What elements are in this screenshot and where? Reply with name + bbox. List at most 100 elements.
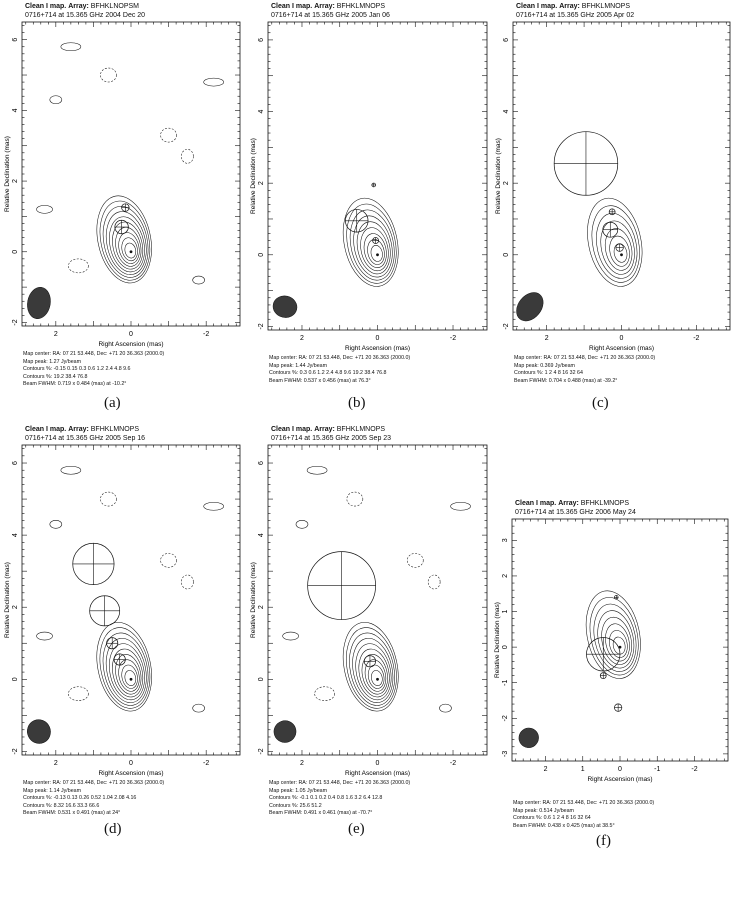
contour-level (105, 211, 147, 275)
x-tick-label: -2 (693, 335, 699, 342)
x-tick-label: -1 (654, 766, 660, 773)
y-axis-label: Relative Declination (mas) (495, 138, 502, 214)
x-tick-label: 2 (54, 760, 58, 767)
contour-level (363, 233, 387, 268)
plot-frame (267, 21, 488, 331)
info-line: Map center: RA: 07 21 53.448, Dec: +71 2… (23, 780, 165, 786)
y-tick-label: -2 (503, 323, 510, 329)
y-axis-label: Relative Declination (mas) (494, 602, 501, 678)
contour-level (360, 227, 389, 272)
contour-level (109, 216, 145, 273)
x-axis-label: Right Ascension (mas) (589, 345, 654, 352)
contour-level (613, 243, 628, 263)
map-title: Clean I map. Array: BFHKLMNOPS (271, 425, 385, 434)
title-prefix: Clean I map. (271, 3, 313, 10)
y-tick-label: 4 (503, 109, 510, 113)
beam-ellipse (518, 727, 539, 748)
contour-level (361, 654, 388, 695)
noise-contour (36, 631, 53, 641)
map-subtitle: 0716+714 at 15.365 GHz 2005 Apr 02 (516, 12, 635, 19)
y-tick-label: -2 (258, 323, 265, 329)
noise-contour (192, 703, 205, 713)
array-value: BFHKLMNOPS (580, 500, 629, 507)
x-axis-label: Right Ascension (mas) (98, 341, 163, 348)
negative-contour (427, 574, 441, 590)
model-component (363, 655, 376, 668)
noise-contour (450, 502, 471, 511)
map-info: Map center: RA: 07 21 53.448, Dec: +71 2… (513, 800, 654, 830)
y-tick-label: 6 (503, 38, 510, 42)
model-component (72, 542, 115, 585)
map-info: Map center: RA: 07 21 53.448, Dec: +71 2… (269, 780, 410, 818)
contour-level (102, 206, 149, 278)
contour-level (342, 621, 399, 712)
x-tick-label: 2 (544, 766, 548, 773)
contour-level (115, 654, 142, 695)
negative-contour (68, 686, 89, 701)
contour-map: 2 0 -2 6 4 2 0 -2 Right Ascension (mas) Relative … (4, 444, 241, 777)
x-tick-label: -2 (203, 760, 209, 767)
info-line: Contours %: -0.15 0.15 0.3 0.6 1.2 2.4 4… (23, 366, 131, 373)
model-component (372, 237, 379, 244)
contour-level (96, 195, 152, 284)
panel-a: Clean I map. Array: BFHKLNOPSM 0716+714 a… (0, 0, 244, 420)
y-axis-label: Relative Declination (mas) (250, 562, 257, 638)
x-tick-label: 0 (129, 760, 133, 767)
beam-ellipse (272, 295, 298, 318)
y-tick-label: 3 (502, 538, 509, 542)
array-label: Array: (559, 3, 580, 10)
contours (553, 131, 643, 287)
model-component (89, 595, 121, 627)
x-tick-label: 2 (300, 760, 304, 767)
x-axis-label: Right Ascension (mas) (98, 770, 163, 777)
array-value: BFHKLMNOPS (90, 426, 139, 433)
contour-level (352, 638, 394, 703)
y-tick-label: 0 (503, 253, 510, 257)
contour-level (349, 632, 395, 706)
contour-level (99, 627, 151, 709)
info-line: Map peak: 0.514 Jy/beam (513, 807, 574, 814)
contour-level (585, 590, 641, 679)
y-tick-label: -3 (502, 751, 509, 757)
info-line: Map peak: 0.369 Jy/beam (514, 362, 575, 369)
panel-caption: (a) (104, 395, 121, 411)
noise-contour (49, 95, 63, 105)
title-prefix: Clean I map. (515, 500, 557, 507)
title-prefix: Clean I map. (25, 426, 67, 433)
map-subtitle: 0716+714 at 15.365 GHz 2005 Jan 06 (271, 12, 390, 19)
contour-level (102, 632, 149, 706)
x-tick-label: -2 (450, 760, 456, 767)
core-marker (129, 250, 133, 254)
info-line: Map center: RA: 07 21 53.448, Dec: +71 2… (23, 351, 165, 357)
contour-level (587, 197, 643, 287)
map-subtitle: 0716+714 at 15.365 GHz 2005 Sep 16 (25, 435, 146, 442)
y-tick-label: 0 (502, 645, 509, 649)
info-line: Map peak: 1.05 Jy/beam (269, 787, 328, 794)
array-label: Array: (558, 500, 579, 507)
y-tick-label: 4 (12, 108, 19, 112)
map-title: Clean I map. Array: BFHKLMNOPS (515, 499, 629, 508)
model-component (106, 637, 119, 650)
contour-map: 2 0 -2 6 4 2 0 -2 Right Ascension (mas) Relative … (495, 21, 731, 352)
model-component (602, 221, 619, 238)
noise-contour (439, 703, 452, 713)
noise-contour (36, 205, 53, 214)
map-subtitle: 0716+714 at 15.365 GHz 2005 Sep 23 (271, 435, 392, 442)
y-tick-label: 4 (258, 109, 265, 113)
beam-ellipse (273, 720, 297, 743)
y-tick-label: 1 (502, 609, 509, 613)
y-tick-label: 2 (12, 179, 19, 183)
array-label: Array: (314, 426, 335, 433)
core-marker (376, 677, 379, 681)
info-line: Contours %: -0.13 0.13 0.26 0.52 1.04 2.… (23, 795, 137, 802)
contour-level (358, 648, 390, 698)
info-line: Map peak: 1.44 Jy/beam (269, 362, 328, 369)
contour-level (121, 664, 138, 689)
contour-level (355, 643, 392, 701)
contour-level (364, 659, 387, 692)
noise-contour (203, 502, 224, 511)
negative-contour (100, 67, 117, 83)
map-title: Clean I map. Array: BFHKLMNOPS (516, 2, 630, 11)
contour-level (96, 621, 152, 712)
map-subtitle: 0716+714 at 15.365 GHz 2004 Dec 20 (25, 12, 146, 19)
